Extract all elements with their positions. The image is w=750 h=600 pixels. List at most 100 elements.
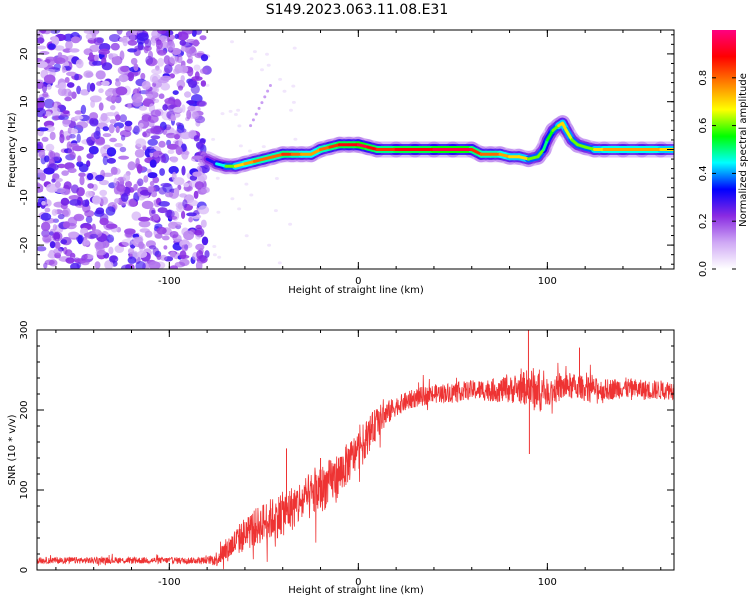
noise-cell <box>157 49 167 56</box>
noise-cell <box>45 68 55 74</box>
noise-cell <box>37 107 46 118</box>
noise-cell <box>167 149 175 155</box>
ridge-segment <box>527 155 540 161</box>
noise-cell <box>165 132 177 139</box>
noise-cell <box>160 75 172 81</box>
noise-cell <box>87 183 94 189</box>
noise-cell <box>63 48 72 53</box>
spectrogram-noise-cells <box>37 30 298 269</box>
noise-cell <box>199 68 208 74</box>
spectrogram-x-tick-labels: -100 0 100 <box>158 276 557 287</box>
ridge-blob <box>257 106 261 110</box>
noise-cell <box>152 176 160 184</box>
noise-cell <box>160 182 172 188</box>
noise-cell <box>62 119 72 125</box>
noise-cell <box>39 172 46 182</box>
colorbar-tick-labels: 0.0 0.2 0.4 0.6 0.8 <box>698 70 709 277</box>
noise-cell <box>89 52 94 59</box>
noise-cell <box>127 198 137 207</box>
noise-cell <box>192 111 200 120</box>
noise-cell <box>110 166 118 175</box>
noise-cell <box>188 216 194 223</box>
noise-cell <box>37 127 49 132</box>
ridge-blob <box>249 124 253 128</box>
noise-cell <box>108 246 114 255</box>
ridge-blob <box>266 89 270 93</box>
noise-cell <box>293 137 298 141</box>
noise-cell <box>152 151 160 158</box>
noise-cell <box>61 66 66 74</box>
noise-cell <box>65 40 73 50</box>
noise-cell <box>151 68 163 75</box>
noise-cell <box>78 163 89 173</box>
ridge-segment <box>356 143 370 149</box>
noise-cell <box>37 31 41 37</box>
noise-cell <box>98 102 104 111</box>
noise-cell <box>201 236 209 246</box>
noise-cell <box>94 241 104 250</box>
noise-cell <box>96 81 103 86</box>
noise-cell <box>289 108 293 112</box>
noise-cell <box>41 136 49 142</box>
noise-cell <box>183 230 195 241</box>
noise-cell <box>98 88 104 94</box>
noise-cell <box>94 54 99 63</box>
noise-cell <box>267 243 272 247</box>
noise-cell <box>110 105 116 111</box>
colorbar-tick-label: 0.8 <box>698 70 709 86</box>
noise-cell <box>168 34 176 40</box>
noise-cell <box>80 260 90 266</box>
noise-cell <box>160 155 167 163</box>
noise-cell <box>163 55 171 65</box>
snr-y-tick-label: 0 <box>19 567 30 573</box>
noise-cell <box>212 253 217 257</box>
noise-cell <box>195 260 203 269</box>
noise-cell <box>101 240 110 249</box>
noise-cell <box>244 182 249 186</box>
noise-cell <box>173 187 180 196</box>
noise-cell <box>200 54 209 62</box>
noise-cell <box>114 198 120 204</box>
noise-cell <box>252 50 257 54</box>
noise-cell <box>188 199 199 207</box>
ridge-segment <box>309 148 322 156</box>
noise-cell <box>278 77 283 81</box>
noise-cell <box>54 45 65 51</box>
noise-cell <box>194 181 204 190</box>
noise-cell <box>144 230 153 238</box>
noise-cell <box>76 85 81 95</box>
noise-cell <box>52 231 63 242</box>
noise-cell <box>140 72 146 80</box>
noise-cell <box>175 146 183 156</box>
spectrogram-x-axis-label: Height of straight line (km) <box>288 285 424 296</box>
noise-cell <box>122 38 128 47</box>
noise-cell <box>104 260 114 269</box>
ridge-blob <box>263 95 267 99</box>
noise-cell <box>162 104 168 111</box>
snr-x-tick-label: 0 <box>355 577 361 588</box>
noise-cell <box>248 149 252 153</box>
noise-cell <box>174 134 180 140</box>
colorbar-tick-label: 0.4 <box>698 165 709 181</box>
noise-cell <box>180 46 186 52</box>
noise-cell <box>166 41 176 51</box>
noise-cell <box>64 77 70 83</box>
noise-cell <box>101 62 113 71</box>
noise-cell <box>150 135 161 140</box>
noise-cell <box>74 110 83 115</box>
noise-cell <box>83 70 94 78</box>
noise-cell <box>94 261 101 269</box>
ridge-segment <box>564 128 574 142</box>
noise-cell <box>249 193 254 197</box>
noise-cell <box>99 179 109 186</box>
noise-cell <box>78 172 86 178</box>
noise-cell <box>168 215 178 220</box>
noise-cell <box>121 264 133 269</box>
noise-cell <box>90 82 96 92</box>
noise-cell <box>184 150 190 156</box>
noise-cell <box>77 155 82 163</box>
noise-cell <box>136 164 143 174</box>
noise-cell <box>90 100 95 108</box>
noise-cell <box>42 91 49 98</box>
noise-cell <box>81 199 90 207</box>
